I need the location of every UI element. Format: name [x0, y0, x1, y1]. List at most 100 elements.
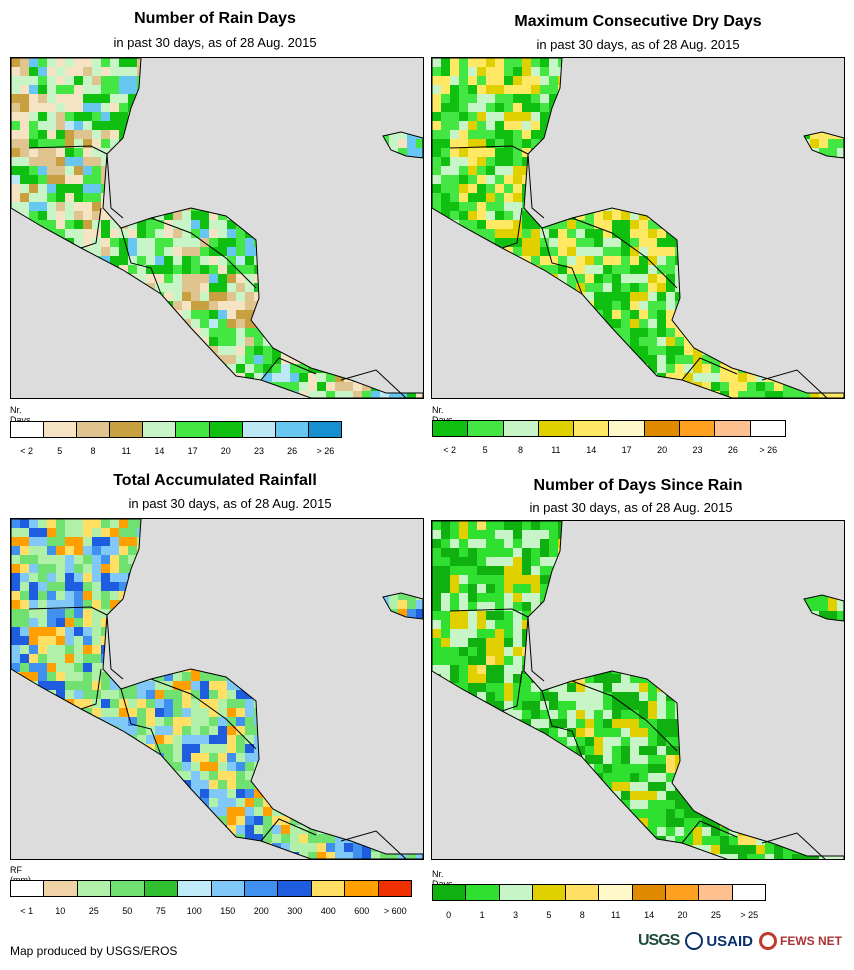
legend-tick-label: < 2	[443, 445, 457, 455]
usaid-logo-text: USAID	[706, 932, 753, 950]
legend-tick-label: 25	[710, 910, 721, 920]
legend-swatch	[468, 421, 504, 436]
legend-tick-label: < 1	[20, 906, 34, 916]
legend-swatch	[566, 885, 600, 900]
legend-swatch	[111, 881, 145, 896]
legend-ticks: < 2 5 8 11 14 17 20 23 26 > 26	[432, 445, 786, 457]
legend-tick-label: 150	[220, 906, 236, 916]
legend-tick-label: 400	[320, 906, 336, 916]
legend-swatch	[77, 881, 112, 896]
legend-tick-label: 50	[122, 906, 133, 916]
legend-swatch	[499, 885, 533, 900]
fewsnet-ring-icon	[759, 932, 777, 950]
legend-tick-label: 8	[90, 446, 96, 456]
legend-swatch	[378, 881, 412, 896]
legend-swatch	[242, 422, 276, 437]
legend-bar	[10, 880, 412, 897]
legend-tick-label: 5	[546, 910, 552, 920]
legend-swatch	[209, 422, 243, 437]
legend-tick-label: 8	[579, 910, 585, 920]
legend-swatch	[433, 885, 467, 900]
legend-ticks: 0 1 3 5 8 11 14 20 25 > 25	[432, 910, 766, 922]
legend-swatch	[178, 881, 212, 896]
legend-tick-label: 20	[220, 446, 231, 456]
legend-tick-label: 11	[551, 445, 561, 455]
fewsnet-logo-text: FEWS NET	[780, 934, 842, 948]
usaid-logo: USAID	[685, 932, 753, 950]
legend-swatch	[11, 881, 45, 896]
map-total-rainfall[interactable]	[10, 518, 424, 860]
legend-ticks: < 1 10 25 50 75 100 150 200 300 400 600 > 600	[10, 906, 412, 918]
usaid-seal-icon	[685, 932, 704, 950]
panel-subtitle: in past 30 days, as of 28 Aug. 2015	[113, 35, 317, 50]
legend-swatch	[176, 422, 210, 437]
map-rain-days[interactable]	[10, 57, 424, 399]
legend-tick-label: 10	[55, 906, 66, 916]
panel-subtitle: in past 30 days, as of 28 Aug. 2015	[529, 500, 733, 515]
legend-swatch	[666, 885, 700, 900]
legend-swatch	[144, 881, 179, 896]
legend-swatch	[143, 422, 177, 437]
legend-tick-label: > 600	[383, 906, 407, 916]
legend-tick-label: 200	[253, 906, 269, 916]
legend-swatch	[275, 422, 309, 437]
legend-swatch	[574, 421, 610, 436]
legend-swatch	[599, 885, 633, 900]
legend-swatch	[211, 881, 245, 896]
panel-subtitle: in past 30 days, as of 28 Aug. 2015	[128, 496, 332, 511]
legend-bar	[432, 884, 766, 901]
legend-swatch	[110, 422, 144, 437]
legend-swatch	[715, 421, 751, 436]
map-dry-days[interactable]	[431, 57, 845, 399]
panel-title: Maximum Consecutive Dry Days	[514, 13, 762, 30]
legend-tick-label: > 26	[316, 446, 335, 456]
legend-swatch	[699, 885, 733, 900]
legend-swatch	[345, 881, 379, 896]
legend-swatch	[632, 885, 667, 900]
legend-tick-label: 3	[512, 910, 519, 920]
credit-text: Map produced by USGS/EROS	[10, 944, 178, 958]
legend-swatch	[244, 881, 279, 896]
legend-tick-label: 300	[287, 906, 303, 916]
legend-tick-label: > 25	[740, 910, 759, 920]
legend-swatch	[532, 885, 567, 900]
legend-swatch	[538, 421, 575, 436]
legend-swatch	[44, 881, 78, 896]
legend-tick-label: 23	[253, 446, 265, 456]
legend-tick-label: 11	[121, 446, 131, 456]
legend-title: Nr. Days	[10, 405, 31, 425]
usgs-logo-text: USGS	[637, 932, 680, 949]
legend-tick-label: 11	[611, 910, 621, 920]
legend-tick-label: > 26	[759, 445, 778, 455]
legend-tick-label: < 2	[20, 446, 33, 456]
legend-tick-label: 14	[644, 910, 655, 920]
legend-tick-label: 5	[482, 445, 488, 455]
legend-tick-label: 14	[154, 446, 165, 456]
panel-title: Number of Days Since Rain	[533, 477, 743, 494]
legend-ticks: < 2 5 8 11 14 17 20 23 26 > 26	[10, 446, 342, 458]
legend-tick-label: 23	[692, 445, 703, 455]
legend-tick-label: 20	[657, 445, 668, 455]
legend-bar	[10, 421, 342, 438]
usgs-logo: USGS	[637, 932, 680, 950]
legend-tick-label: 26	[727, 445, 738, 455]
map-days-since-rain[interactable]	[431, 520, 845, 860]
legend-swatch	[308, 422, 341, 437]
logo-strip: USGS USAID FEWS NET	[638, 932, 842, 950]
legend-swatch	[311, 881, 346, 896]
legend-tick-label: 5	[57, 446, 63, 456]
legend-tick-label: 20	[677, 910, 688, 920]
legend-tick-label: 0	[446, 910, 452, 920]
legend-swatch	[433, 421, 469, 436]
legend-swatch	[278, 881, 312, 896]
legend-swatch	[609, 421, 645, 436]
legend-swatch	[77, 422, 111, 437]
legend-swatch	[11, 422, 45, 437]
legend-tick-label: 17	[187, 446, 198, 456]
legend-tick-label: 14	[586, 445, 597, 455]
legend-swatch	[644, 421, 681, 436]
legend-tick-label: 1	[479, 910, 485, 920]
legend-tick-label: 17	[621, 445, 632, 455]
panel-subtitle: in past 30 days, as of 28 Aug. 2015	[536, 37, 740, 52]
legend-bar	[432, 420, 786, 437]
